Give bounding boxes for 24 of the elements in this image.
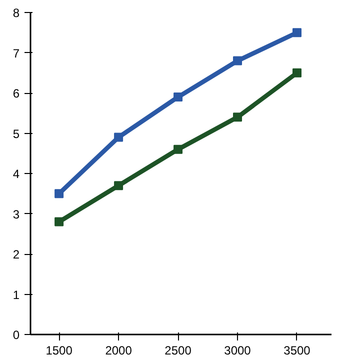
point bbox=[114, 132, 124, 142]
point bbox=[114, 181, 124, 190]
point bbox=[174, 144, 183, 154]
x-tick-label: 2500 bbox=[164, 344, 192, 358]
y-tick-label: 0 bbox=[12, 328, 20, 342]
y-tick-label: 4 bbox=[12, 167, 20, 181]
y-tick-label: 6 bbox=[12, 86, 20, 100]
point bbox=[54, 217, 64, 226]
y-tick-label: 3 bbox=[12, 207, 20, 222]
point bbox=[292, 28, 302, 38]
y-tick-label: 5 bbox=[12, 126, 20, 141]
y-tick-label: 2 bbox=[12, 248, 20, 262]
point bbox=[292, 68, 302, 78]
y-tick-label: 1 bbox=[12, 288, 20, 302]
point bbox=[174, 92, 183, 102]
x-tick-label: 1500 bbox=[46, 344, 73, 358]
y-tick-label: 8 bbox=[12, 6, 20, 20]
point bbox=[233, 56, 242, 66]
x-tick-label: 2000 bbox=[105, 344, 132, 358]
y-tick-label: 7 bbox=[12, 46, 20, 60]
point bbox=[54, 189, 64, 198]
x-tick-label: 3000 bbox=[224, 344, 252, 358]
point bbox=[233, 112, 242, 122]
x-tick-label: 3500 bbox=[284, 344, 311, 358]
